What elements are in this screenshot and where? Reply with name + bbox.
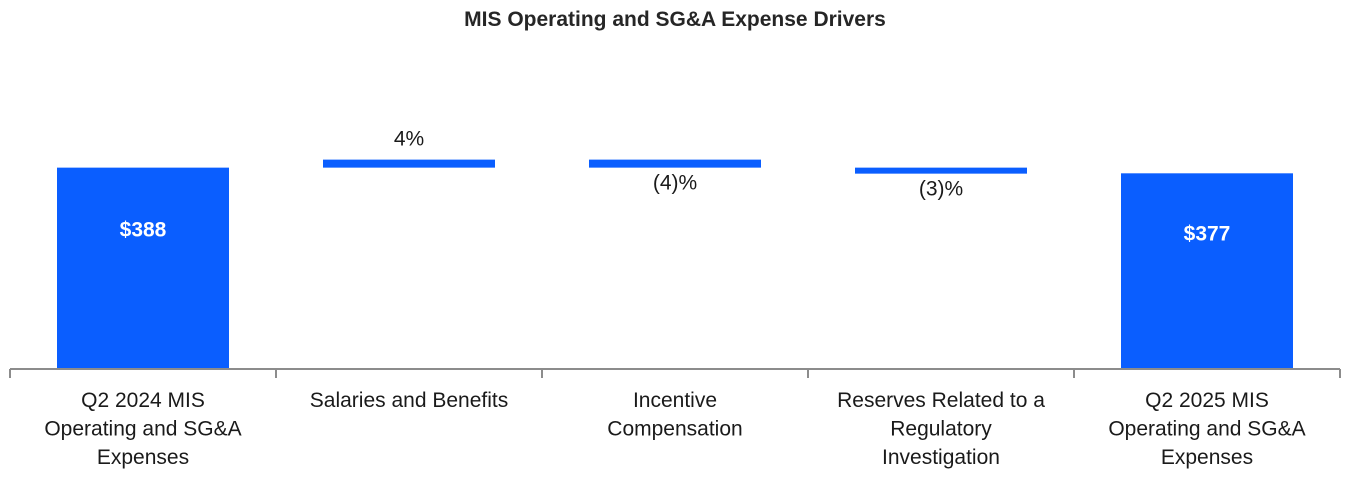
- bar-1: [57, 167, 229, 368]
- data-label-3: (4)%: [653, 172, 697, 195]
- bar-4: [855, 167, 1027, 174]
- data-label-4: (3)%: [919, 178, 963, 201]
- data-label-2: 4%: [394, 128, 424, 151]
- category-label-3: Incentive Compensation: [607, 389, 742, 441]
- data-label-1: $388: [120, 219, 167, 242]
- bar-5: [1121, 173, 1293, 368]
- data-label-5: $377: [1184, 223, 1231, 246]
- x-axis: [9, 368, 1341, 378]
- category-label-5: Q2 2025 MIS Operating and SG&A Expenses: [1108, 389, 1305, 469]
- bar-2: [323, 159, 495, 168]
- category-label-4: Reserves Related to a Regulatory Investiga…: [837, 389, 1045, 469]
- labels-layer: $388 Q2 2024 MIS Operating and SG&A Expense…: [44, 128, 1305, 469]
- category-label-1: Q2 2024 MIS Operating and SG&A Expenses: [44, 389, 241, 469]
- bars-layer: [57, 159, 1293, 368]
- bar-3: [589, 159, 761, 168]
- category-label-2: Salaries and Benefits: [310, 389, 508, 412]
- chart-title: MIS Operating and SG&A Expense Drivers: [464, 8, 886, 31]
